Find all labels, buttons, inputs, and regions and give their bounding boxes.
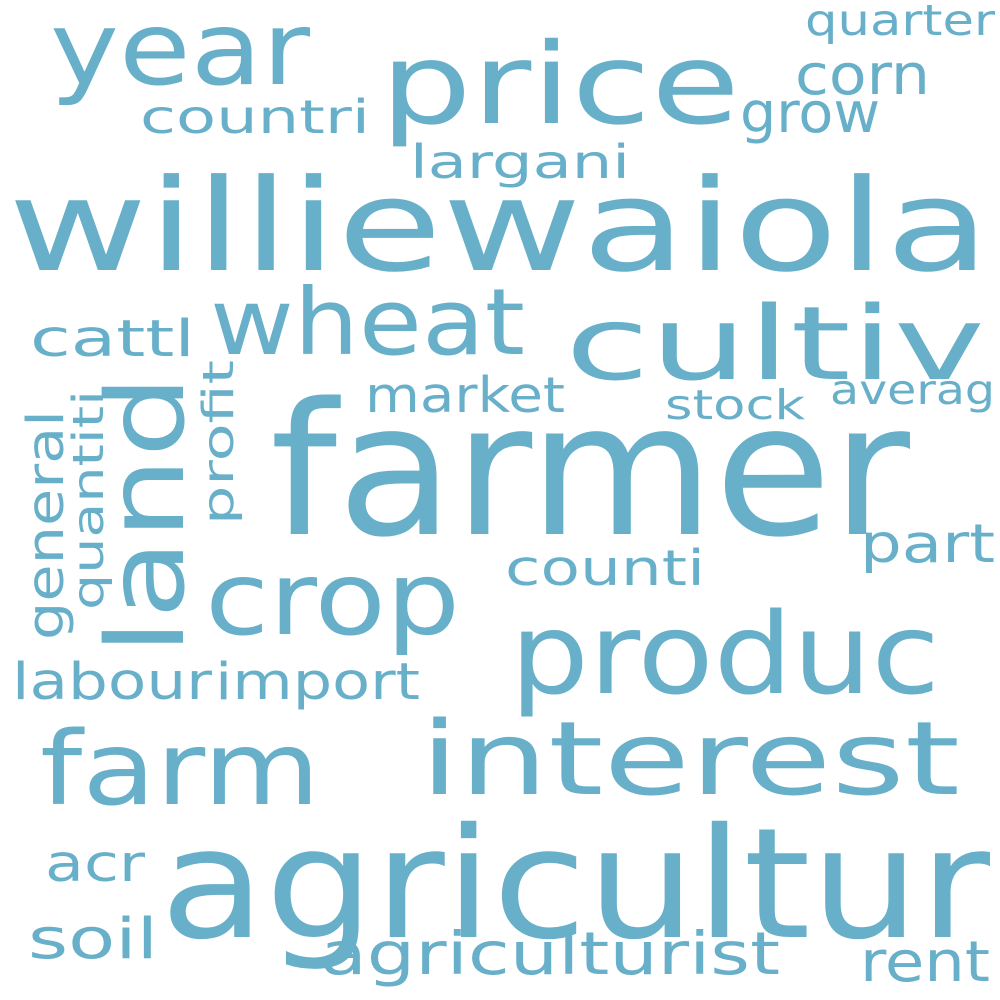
word-cattl: cattl	[30, 310, 196, 369]
word-corn: corn	[795, 43, 931, 108]
word-wheat: wheat	[210, 269, 526, 376]
word-soil: soil	[28, 907, 159, 972]
word-rent: rent	[860, 930, 991, 995]
word-part: part	[860, 513, 996, 575]
word-agriculturist: agriculturist	[320, 919, 781, 988]
word-quantiti: quantiti	[64, 389, 114, 610]
word-largani: largani	[410, 135, 631, 189]
word-farmer: farmer	[270, 365, 911, 578]
word-price: price	[380, 20, 741, 150]
word-crop: crop	[205, 540, 461, 659]
word-produc: produc	[510, 590, 941, 720]
word-williewaiola: williewaiola	[8, 153, 991, 301]
word-labour: labour	[12, 653, 213, 712]
word-market: market	[365, 367, 566, 424]
word-farm: farm	[40, 710, 321, 829]
word-countri: countri	[140, 90, 371, 144]
word-import: import	[215, 653, 421, 712]
word-interest: interest	[420, 700, 961, 819]
word-averag: averag	[830, 366, 996, 414]
word-year: year	[50, 0, 311, 109]
word-acr: acr	[45, 835, 146, 894]
word-profit: profit	[194, 359, 244, 525]
word-stock: stock	[665, 381, 806, 429]
word-grow: grow	[740, 81, 881, 146]
word-agricultur: agricultur	[160, 796, 991, 974]
word-counti: counti	[505, 540, 706, 597]
word-quarter: quarter	[805, 0, 996, 46]
word-cultiv: cultiv	[565, 285, 986, 404]
